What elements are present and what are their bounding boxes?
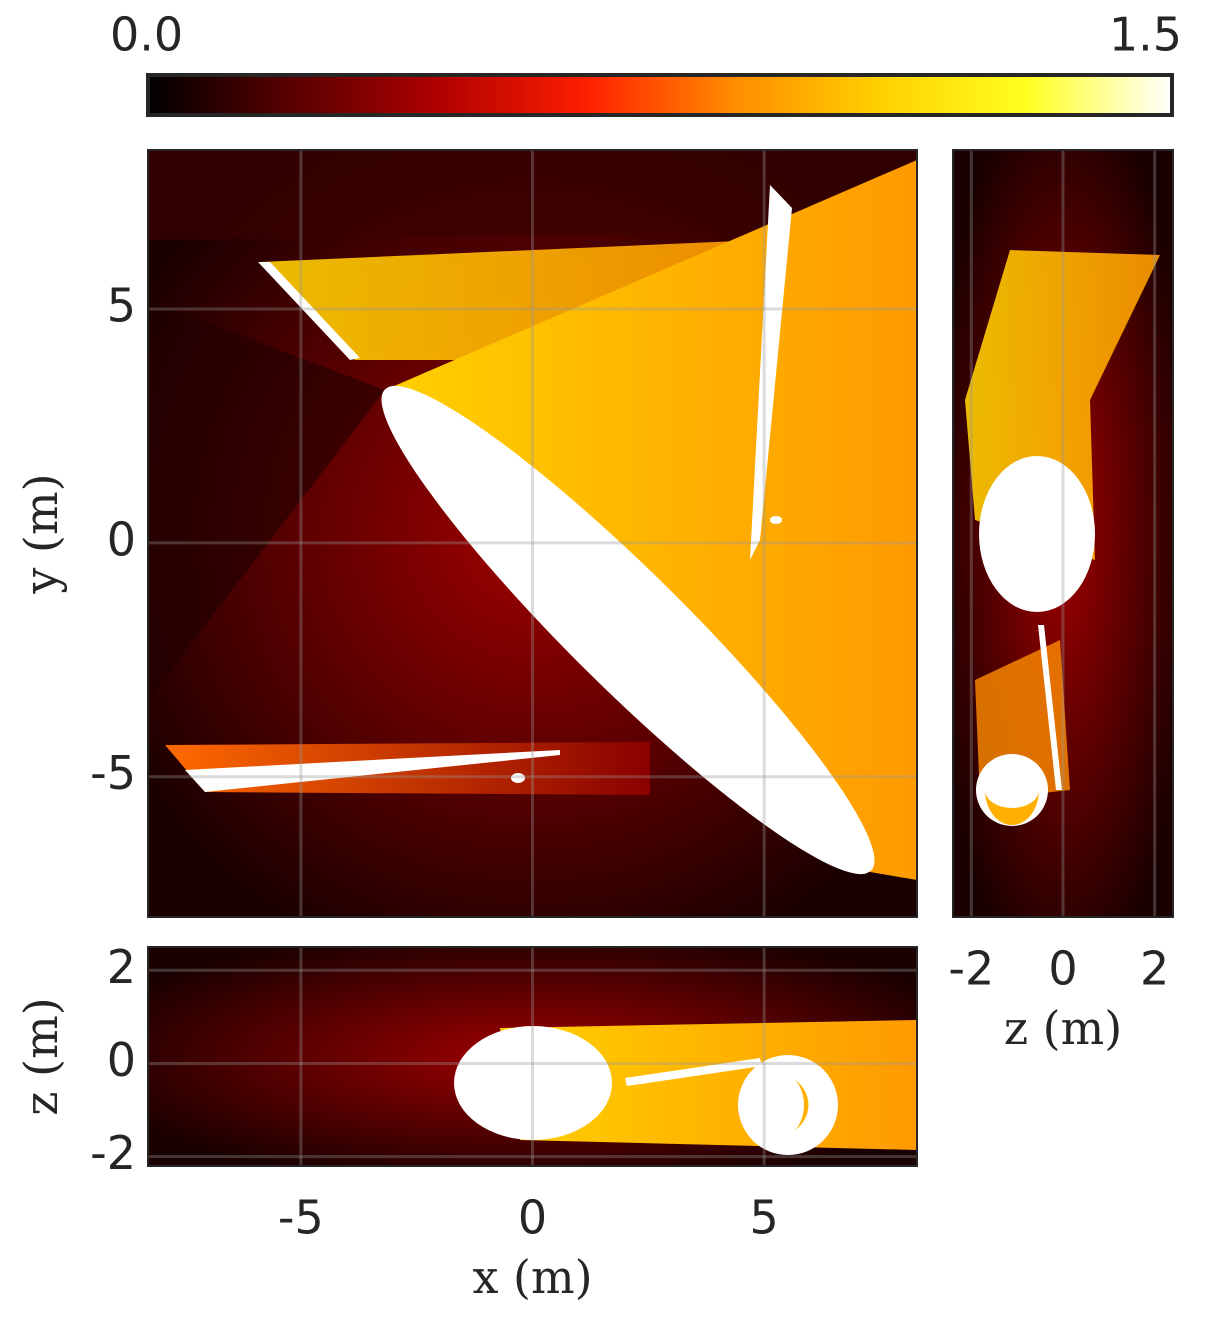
x-tick-label: 0 <box>1048 942 1077 996</box>
x-tick-label: 0 <box>518 1191 547 1245</box>
colorbar-tick-label: 1.5 <box>1109 8 1182 62</box>
axes-frame <box>147 946 918 1167</box>
y-tick-label: 2 <box>107 940 136 994</box>
y-axis-label: z (m) <box>14 997 68 1115</box>
x-axis-label: z (m) <box>1004 1001 1122 1055</box>
field-bottom <box>148 947 917 1166</box>
y-tick-label: 0 <box>107 512 136 566</box>
field-main <box>148 150 917 917</box>
field-side <box>953 150 1173 917</box>
x-tick-label: -5 <box>278 1191 324 1245</box>
y-axis-label: y (m) <box>14 473 68 594</box>
y-tick-label: -5 <box>90 746 136 800</box>
colorbar <box>146 73 1174 117</box>
y-tick-label: 5 <box>107 279 136 333</box>
x-tick-label: 2 <box>1140 942 1169 996</box>
x-axis-label: x (m) <box>472 1250 592 1304</box>
y-tick-label: -2 <box>90 1126 136 1180</box>
axes-frame <box>952 149 1174 918</box>
x-tick-label: -2 <box>948 942 994 996</box>
y-tick-label: 0 <box>107 1033 136 1087</box>
x-tick-label: 5 <box>749 1191 778 1245</box>
axes-frame <box>147 149 918 918</box>
colorbar-tick-label: 0.0 <box>110 8 183 62</box>
